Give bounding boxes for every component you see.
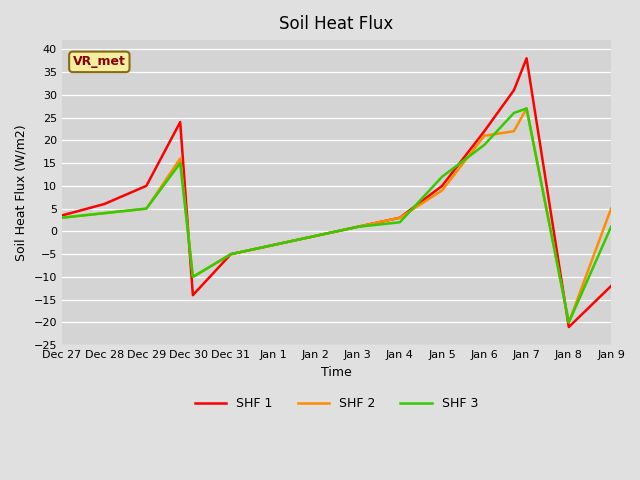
SHF 1 — [143, 183, 150, 189]
SHF 2 — [481, 133, 488, 139]
Legend: SHF 1, SHF 2, SHF 3: SHF 1, SHF 2, SHF 3 — [190, 392, 483, 415]
SHF 3 — [607, 224, 615, 230]
SHF 1 — [510, 87, 518, 93]
SHF 2 — [100, 210, 108, 216]
SHF 2 — [143, 206, 150, 212]
SHF 2 — [177, 156, 184, 161]
SHF 3 — [269, 242, 277, 248]
SHF 3 — [143, 206, 150, 212]
SHF 3 — [565, 320, 573, 325]
SHF 3 — [100, 210, 108, 216]
SHF 2 — [58, 215, 66, 221]
SHF 2 — [523, 106, 531, 111]
SHF 2 — [269, 242, 277, 248]
SHF 1 — [438, 183, 446, 189]
SHF 1 — [481, 128, 488, 134]
SHF 2 — [607, 206, 615, 212]
SHF 1 — [100, 201, 108, 207]
SHF 1 — [523, 56, 531, 61]
SHF 2 — [354, 224, 362, 230]
SHF 2 — [396, 215, 404, 221]
SHF 3 — [227, 252, 235, 257]
SHF 3 — [189, 274, 196, 280]
SHF 2 — [312, 233, 319, 239]
SHF 3 — [481, 142, 488, 148]
SHF 1 — [269, 242, 277, 248]
SHF 1 — [58, 213, 66, 218]
SHF 2 — [189, 274, 196, 280]
SHF 3 — [58, 215, 66, 221]
Text: VR_met: VR_met — [73, 55, 126, 68]
SHF 2 — [510, 128, 518, 134]
SHF 1 — [189, 292, 196, 298]
Y-axis label: Soil Heat Flux (W/m2): Soil Heat Flux (W/m2) — [15, 124, 28, 261]
SHF 3 — [312, 233, 319, 239]
Line: SHF 1: SHF 1 — [62, 59, 611, 327]
Line: SHF 3: SHF 3 — [62, 108, 611, 323]
SHF 2 — [438, 188, 446, 193]
SHF 3 — [396, 219, 404, 225]
SHF 3 — [438, 174, 446, 180]
SHF 1 — [396, 215, 404, 221]
SHF 3 — [523, 106, 531, 111]
SHF 3 — [177, 160, 184, 166]
Title: Soil Heat Flux: Soil Heat Flux — [280, 15, 394, 33]
SHF 1 — [354, 224, 362, 230]
SHF 3 — [510, 110, 518, 116]
SHF 1 — [177, 119, 184, 125]
SHF 3 — [354, 224, 362, 230]
X-axis label: Time: Time — [321, 366, 352, 379]
SHF 1 — [565, 324, 573, 330]
SHF 1 — [227, 252, 235, 257]
SHF 1 — [312, 233, 319, 239]
SHF 2 — [565, 320, 573, 325]
Line: SHF 2: SHF 2 — [62, 108, 611, 323]
SHF 1 — [607, 283, 615, 289]
SHF 2 — [227, 252, 235, 257]
